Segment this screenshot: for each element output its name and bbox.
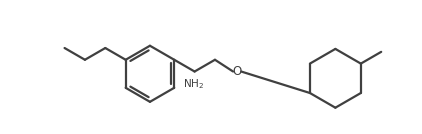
Text: NH$_2$: NH$_2$ bbox=[183, 77, 204, 91]
Text: O: O bbox=[233, 65, 242, 78]
